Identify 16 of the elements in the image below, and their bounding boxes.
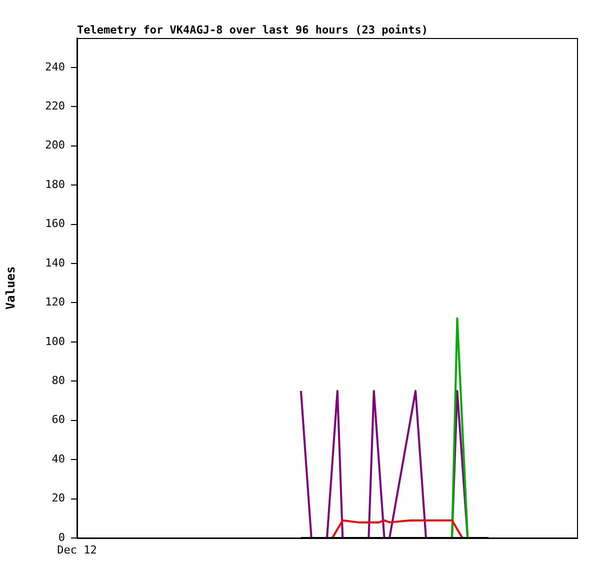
y-tick-label: 60 — [52, 413, 65, 426]
y-tick-label: 0 — [58, 530, 65, 544]
y-axis-title: Values — [3, 266, 18, 310]
y-tick-label: 100 — [45, 334, 65, 348]
y-tick-label: 160 — [45, 217, 65, 230]
y-tick-label: 240 — [45, 60, 65, 74]
y-tick-label: 140 — [45, 256, 65, 270]
y-tick-label: 200 — [45, 138, 65, 152]
chart-title: Telemetry for VK4AGJ-8 over last 96 hours (23 points) — [77, 23, 428, 36]
y-tick-label: 80 — [52, 374, 65, 387]
y-tick-label: 220 — [45, 99, 65, 112]
y-tick-label: 180 — [45, 178, 65, 191]
y-tick-label: 20 — [52, 492, 65, 505]
x-tick-label: Dec 12 — [57, 543, 97, 556]
y-tick-label: 120 — [45, 296, 65, 309]
y-tick-label: 40 — [52, 452, 65, 466]
